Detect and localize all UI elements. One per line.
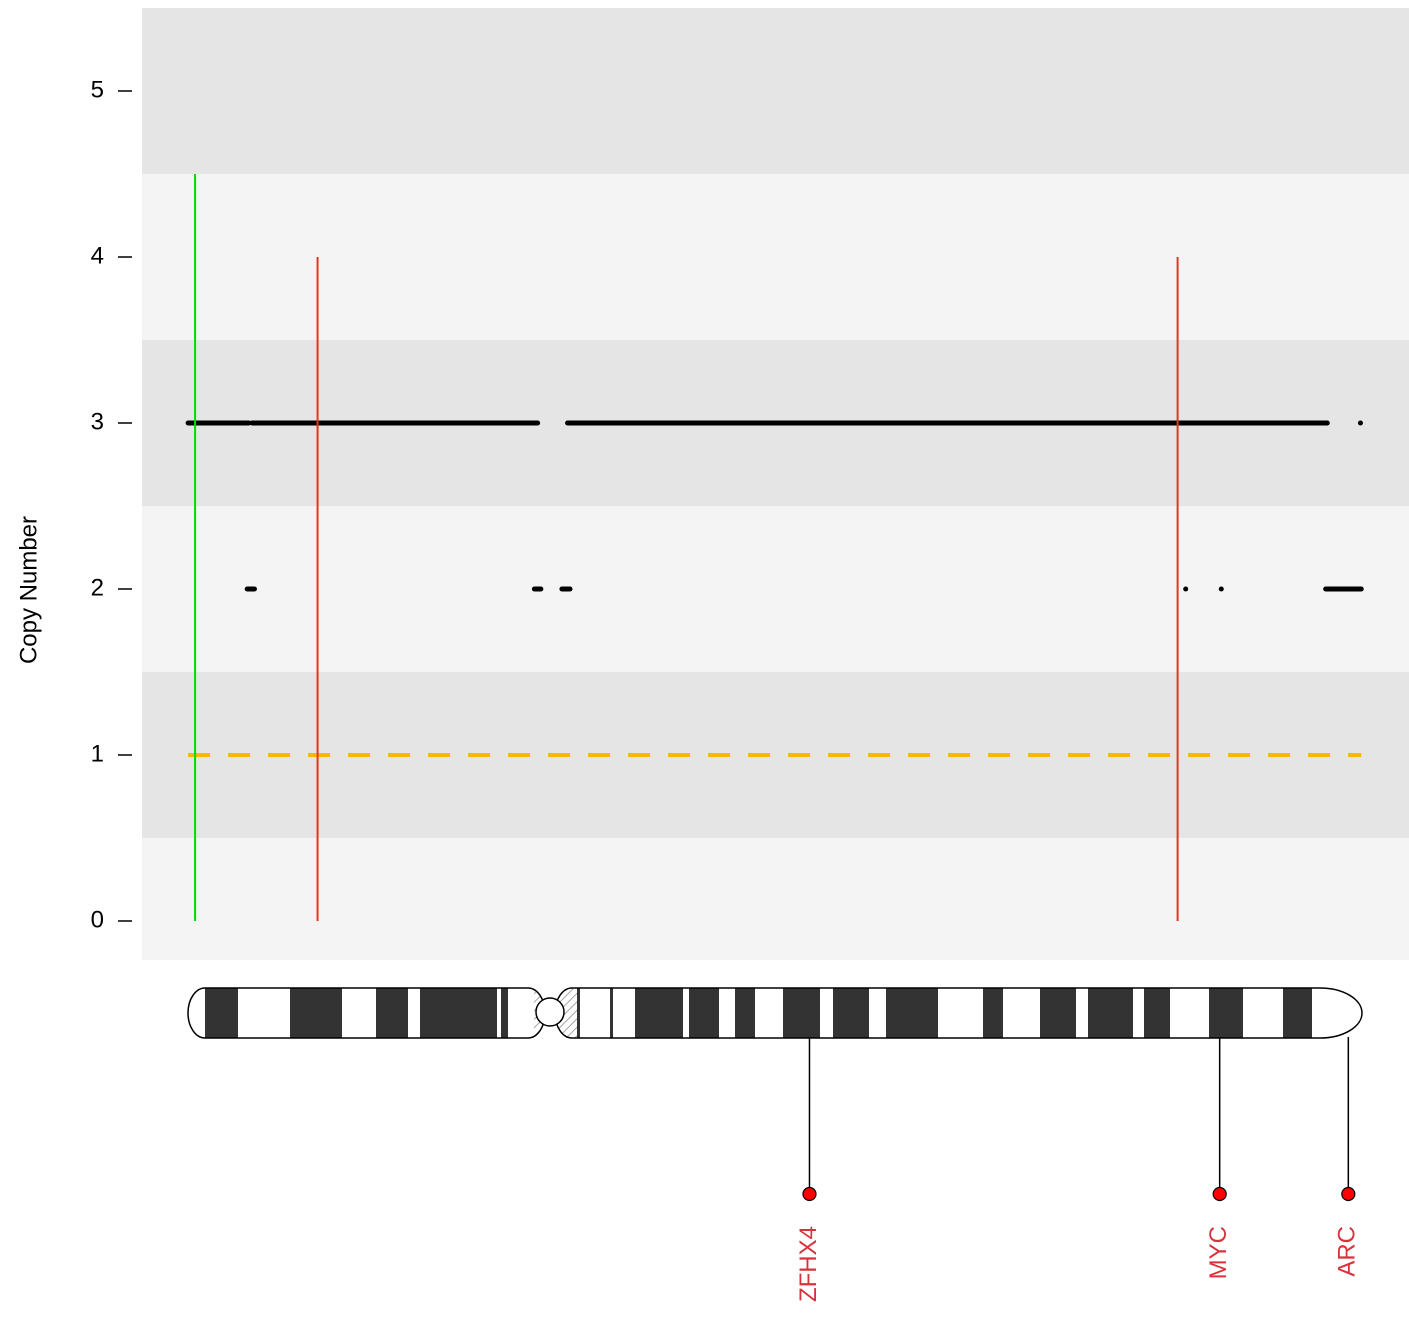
gene-label: MYC [1205,1226,1232,1279]
background-band [142,8,1409,174]
y-tick-label: 0 [91,906,104,933]
background-band [142,671,1409,838]
gene-label: ZFHX4 [795,1226,822,1302]
gene-marker [802,1186,817,1202]
background-band [142,173,1409,340]
point [1183,586,1189,592]
y-tick-label: 3 [91,408,104,435]
point [1357,420,1363,426]
gene-label: ARC [1334,1226,1361,1277]
y-tick-label: 5 [91,76,104,103]
background-band [142,837,1409,960]
y-tick-label: 2 [91,574,104,601]
gene-marker [1341,1186,1356,1202]
y-axis-label: Copy Number [15,516,42,664]
y-tick-label: 1 [91,740,104,767]
gene-marker [1212,1186,1227,1202]
background-bands [142,8,1409,960]
background-band [142,505,1409,672]
point [1218,586,1224,592]
ideogram [187,987,1363,1039]
y-tick-label: 4 [91,242,104,269]
